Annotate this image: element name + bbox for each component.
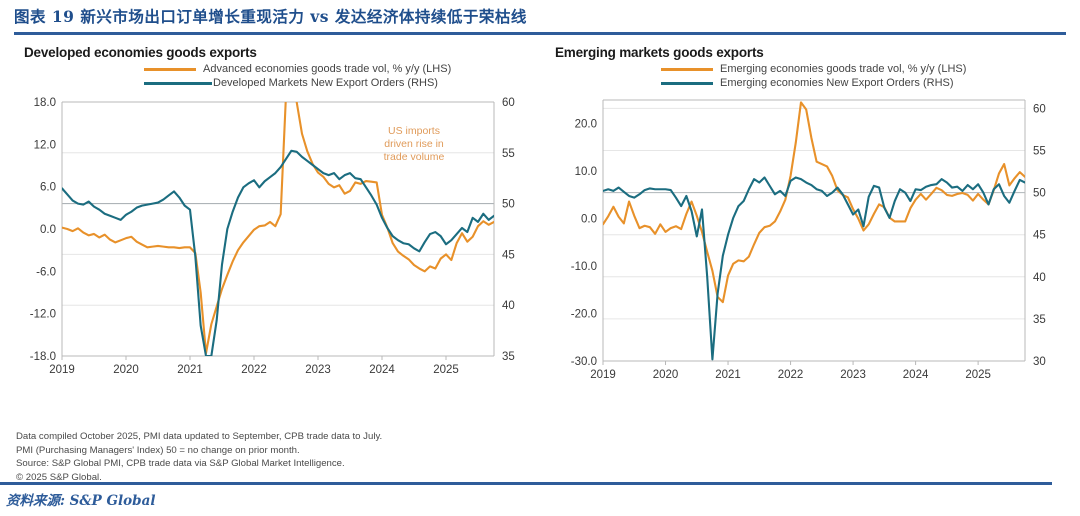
- footnote: Data compiled October 2025, PMI data upd…: [16, 430, 536, 484]
- chart-title-emerging: Emerging markets goods exports: [555, 45, 764, 61]
- legend-item: Advanced economies goods trade vol, % y/…: [14, 64, 534, 75]
- legend-label: Advanced economies goods trade vol, % y/…: [203, 63, 452, 76]
- svg-text:40: 40: [502, 300, 515, 312]
- svg-text:60: 60: [1033, 103, 1046, 115]
- legend-item: Developed Markets New Export Orders (RHS…: [14, 78, 534, 89]
- svg-text:2024: 2024: [903, 369, 929, 381]
- svg-text:2023: 2023: [305, 364, 331, 376]
- svg-text:2021: 2021: [715, 369, 741, 381]
- svg-text:55: 55: [502, 148, 515, 160]
- svg-text:20.0: 20.0: [575, 119, 597, 131]
- legend-label: Emerging economies New Export Orders (RH…: [720, 77, 954, 90]
- chart-title-developed: Developed economies goods exports: [24, 45, 257, 61]
- svg-text:35: 35: [1033, 314, 1046, 326]
- legend-item: Emerging economies goods trade vol, % y/…: [545, 64, 1065, 75]
- svg-text:-20.0: -20.0: [571, 309, 597, 321]
- legend-developed: Advanced economies goods trade vol, % y/…: [14, 64, 534, 89]
- svg-text:10.0: 10.0: [575, 166, 597, 178]
- plot-area-developed: 18.0 12.0 6.0 0.0 -6.0 -12.0 -18.0 60 55 50 45 40 35…: [14, 92, 534, 382]
- footnote-line-1: Data compiled October 2025, PMI data upd…: [16, 431, 383, 442]
- header: 图表 19 新兴市场出口订单增长重现活力 vs 发达经济体持续低于荣枯线: [0, 0, 1080, 36]
- footnote-line-3: Source: S&P Global PMI, CPB trade data v…: [16, 458, 345, 470]
- svg-text:50: 50: [502, 199, 515, 211]
- svg-text:0.0: 0.0: [581, 214, 597, 226]
- svg-text:12.0: 12.0: [34, 139, 56, 151]
- source-label: 资料来源: S&P Global: [6, 493, 156, 509]
- header-divider: [14, 32, 1066, 36]
- svg-text:2025: 2025: [433, 364, 459, 376]
- svg-text:2022: 2022: [241, 364, 267, 376]
- svg-text:2023: 2023: [840, 369, 866, 381]
- svg-text:60: 60: [502, 97, 515, 109]
- svg-text:40: 40: [1033, 272, 1046, 284]
- svg-text:-30.0: -30.0: [571, 356, 597, 368]
- plot-area-emerging: 20.0 10.0 0.0 -10.0 -20.0 -30.0 60 55 50 45 40 35 30…: [545, 92, 1065, 387]
- svg-text:45: 45: [1033, 230, 1046, 242]
- svg-text:50: 50: [1033, 188, 1046, 200]
- legend-swatch-teal: [661, 81, 713, 86]
- footnote-line-2: PMI (Purchasing Managers' Index) 50 = no…: [16, 444, 300, 456]
- chart-svg-emerging: 20.0 10.0 0.0 -10.0 -20.0 -30.0 60 55 50 45 40 35 30…: [571, 99, 1046, 381]
- svg-text:2025: 2025: [965, 369, 991, 381]
- svg-text:trade volume: trade volume: [384, 151, 445, 163]
- svg-text:2020: 2020: [653, 369, 679, 381]
- svg-text:18.0: 18.0: [34, 97, 56, 109]
- svg-text:2019: 2019: [590, 369, 616, 381]
- svg-text:55: 55: [1033, 146, 1046, 158]
- svg-text:30: 30: [1033, 356, 1046, 368]
- legend-label: Developed Markets New Export Orders (RHS…: [213, 77, 438, 90]
- source-divider: [0, 482, 1052, 485]
- svg-text:2020: 2020: [113, 364, 139, 376]
- svg-text:2021: 2021: [177, 364, 203, 376]
- chart-svg-developed: 18.0 12.0 6.0 0.0 -6.0 -12.0 -18.0 60 55 50 45 40 35…: [30, 97, 515, 376]
- svg-text:0.0: 0.0: [40, 224, 56, 236]
- svg-text:2019: 2019: [49, 364, 75, 376]
- chart-panel-developed: Developed economies goods exports Advanc…: [14, 45, 534, 382]
- svg-text:35: 35: [502, 351, 515, 363]
- svg-text:US imports: US imports: [388, 125, 440, 137]
- chart-panel-emerging: Emerging markets goods exports Emerging …: [545, 45, 1065, 387]
- legend-item: Emerging economies New Export Orders (RH…: [545, 78, 1065, 89]
- charts-region: Developed economies goods exports Advanc…: [0, 45, 1080, 455]
- page-title: 图表 19 新兴市场出口订单增长重现活力 vs 发达经济体持续低于荣枯线: [14, 7, 527, 26]
- legend-swatch-teal: [144, 81, 212, 86]
- svg-text:2024: 2024: [369, 364, 395, 376]
- legend-emerging: Emerging economies goods trade vol, % y/…: [545, 64, 1065, 89]
- svg-text:45: 45: [502, 249, 515, 261]
- svg-text:-10.0: -10.0: [571, 261, 597, 273]
- legend-swatch-orange: [661, 67, 713, 72]
- svg-text:-18.0: -18.0: [30, 351, 56, 363]
- legend-label: Emerging economies goods trade vol, % y/…: [720, 63, 967, 76]
- svg-text:6.0: 6.0: [40, 182, 56, 194]
- legend-swatch-orange: [144, 67, 196, 72]
- svg-text:-12.0: -12.0: [30, 309, 56, 321]
- footnote-line-4: © 2025 S&P Global.: [16, 471, 102, 483]
- svg-text:driven rise in: driven rise in: [384, 138, 444, 150]
- svg-text:-6.0: -6.0: [36, 266, 56, 278]
- svg-text:2022: 2022: [778, 369, 804, 381]
